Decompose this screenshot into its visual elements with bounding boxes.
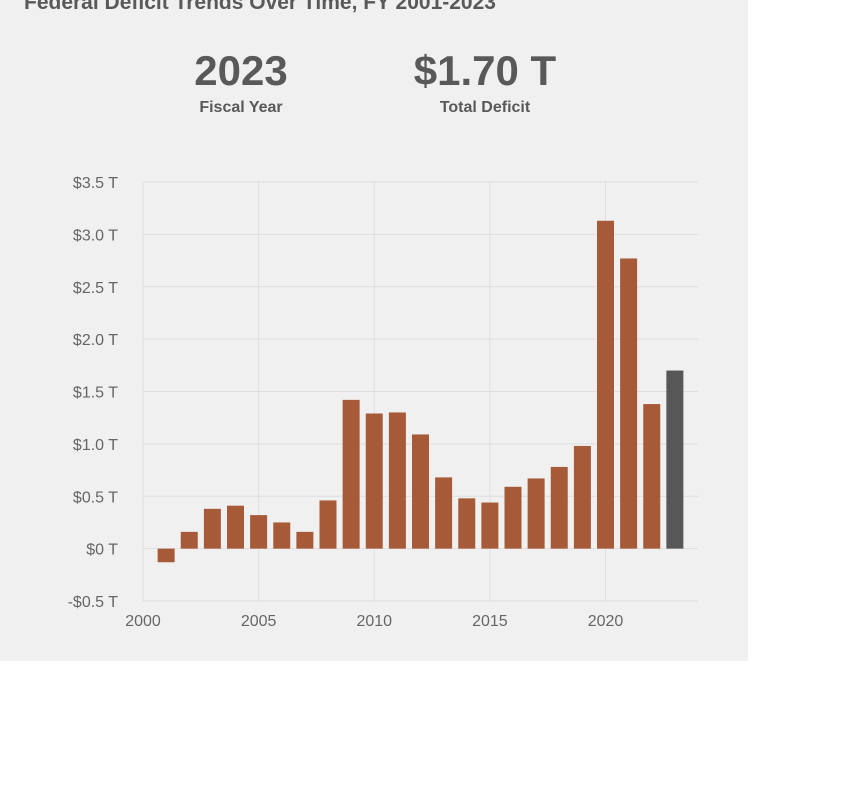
y-tick-label: $3.0 T bbox=[73, 227, 118, 244]
x-tick-label: 2010 bbox=[356, 613, 392, 630]
chart-title: Federal Deficit Trends Over Time, FY 200… bbox=[24, 0, 496, 14]
x-tick-label: 2000 bbox=[125, 613, 161, 630]
bar-2011 bbox=[388, 412, 406, 549]
bar-2002 bbox=[180, 531, 198, 549]
bar-2003 bbox=[203, 508, 221, 549]
bar-2004 bbox=[227, 505, 244, 549]
bar-2018 bbox=[550, 466, 568, 549]
bar-2009 bbox=[342, 399, 360, 549]
fiscal-year-stat: 2023 Fiscal Year bbox=[176, 46, 306, 118]
y-tick-label: $0.5 T bbox=[73, 489, 118, 506]
y-tick-label: $3.5 T bbox=[73, 175, 118, 192]
bar-2007 bbox=[296, 531, 314, 549]
y-tick-label: $2.0 T bbox=[73, 332, 118, 349]
bar-2019 bbox=[573, 445, 591, 549]
bar-2006 bbox=[273, 522, 291, 549]
total-deficit-label: Total Deficit bbox=[439, 99, 531, 116]
bar-2013 bbox=[435, 477, 453, 549]
x-tick-label: 2020 bbox=[588, 613, 624, 630]
total-deficit-stat: $1.70 T Total Deficit bbox=[400, 46, 570, 118]
bar-2005 bbox=[250, 515, 268, 549]
chart-bars bbox=[157, 220, 684, 563]
bar-2016 bbox=[504, 486, 522, 549]
fiscal-year-value: 2023 bbox=[194, 47, 288, 94]
bar-2012 bbox=[412, 434, 429, 549]
y-tick-label: $2.5 T bbox=[73, 280, 118, 297]
bar-2022 bbox=[643, 404, 661, 549]
y-tick-label: $1.5 T bbox=[73, 385, 118, 402]
bar-2010 bbox=[365, 413, 383, 549]
bar-2001 bbox=[157, 548, 175, 563]
chart-panel: Federal Deficit Trends Over Time, FY 200… bbox=[0, 0, 748, 661]
x-axis-ticks: 2000 2005 2010 2015 2020 bbox=[125, 613, 623, 630]
bar-2008 bbox=[319, 500, 337, 549]
bar-2015 bbox=[481, 502, 499, 549]
bar-2017 bbox=[527, 478, 545, 549]
bar-2023 bbox=[666, 370, 684, 549]
y-tick-label: -$0.5 T bbox=[68, 594, 119, 611]
x-tick-label: 2015 bbox=[472, 613, 508, 630]
bar-2021 bbox=[620, 258, 638, 549]
deficit-bar-chart: 2000 2005 2010 2015 2020 -$0.5 T $0 T $0.5 T $1… bbox=[68, 175, 698, 630]
y-tick-label: $0 T bbox=[86, 542, 118, 559]
x-tick-label: 2005 bbox=[241, 613, 277, 630]
y-tick-label: $1.0 T bbox=[73, 437, 118, 454]
y-axis-ticks: -$0.5 T $0 T $0.5 T $1.0 T $1.5 T $2.0 T $2.5 … bbox=[68, 175, 119, 611]
total-deficit-value: $1.70 T bbox=[413, 47, 557, 94]
bar-2020 bbox=[597, 220, 614, 549]
fiscal-year-label: Fiscal Year bbox=[199, 99, 283, 116]
bar-2014 bbox=[458, 498, 476, 549]
